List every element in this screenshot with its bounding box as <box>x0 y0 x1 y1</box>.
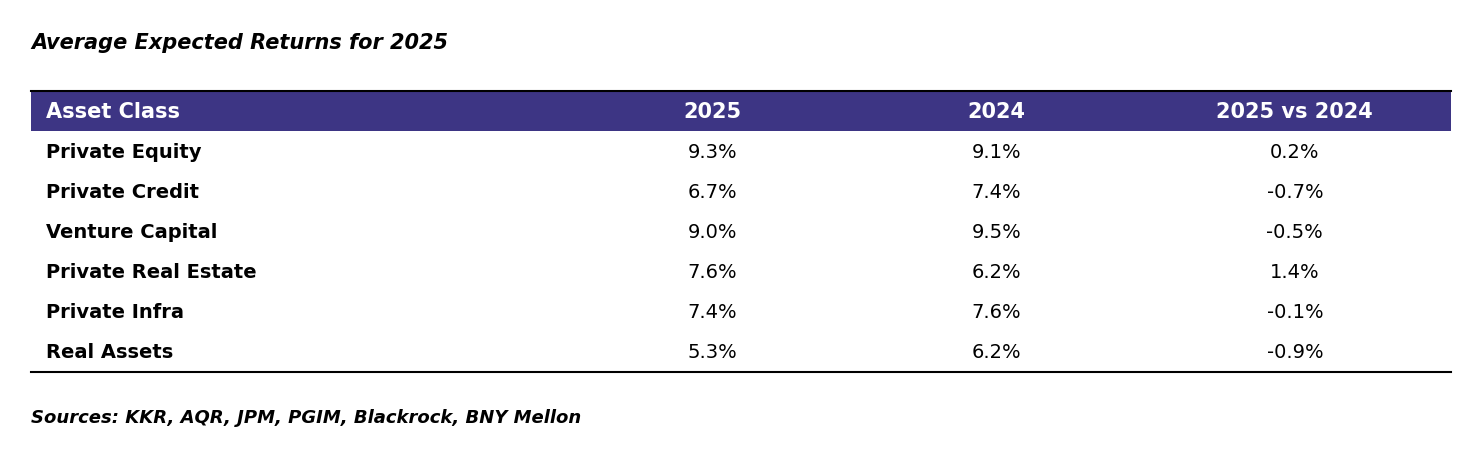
Text: Private Real Estate: Private Real Estate <box>46 263 256 282</box>
Text: Private Credit: Private Credit <box>46 182 199 202</box>
Text: 7.4%: 7.4% <box>972 182 1021 202</box>
Text: Private Infra: Private Infra <box>46 303 184 322</box>
FancyBboxPatch shape <box>31 212 1451 252</box>
Text: Venture Capital: Venture Capital <box>46 222 218 242</box>
Text: Private Equity: Private Equity <box>46 142 202 162</box>
FancyBboxPatch shape <box>31 92 1451 132</box>
Text: Asset Class: Asset Class <box>46 102 179 122</box>
FancyBboxPatch shape <box>31 252 1451 292</box>
FancyBboxPatch shape <box>31 172 1451 212</box>
Text: 9.5%: 9.5% <box>972 222 1021 242</box>
Text: Real Assets: Real Assets <box>46 343 173 362</box>
Text: 6.7%: 6.7% <box>688 182 738 202</box>
Text: -0.5%: -0.5% <box>1267 222 1323 242</box>
Text: 6.2%: 6.2% <box>972 263 1021 282</box>
FancyBboxPatch shape <box>31 132 1451 172</box>
FancyBboxPatch shape <box>31 332 1451 372</box>
Text: 2025: 2025 <box>683 102 741 122</box>
Text: 9.1%: 9.1% <box>972 142 1021 162</box>
Text: 0.2%: 0.2% <box>1270 142 1319 162</box>
Text: 2024: 2024 <box>968 102 1026 122</box>
Text: -0.9%: -0.9% <box>1267 343 1323 362</box>
Text: Sources: KKR, AQR, JPM, PGIM, Blackrock, BNY Mellon: Sources: KKR, AQR, JPM, PGIM, Blackrock,… <box>31 409 581 426</box>
Text: -0.7%: -0.7% <box>1267 182 1323 202</box>
Text: 7.4%: 7.4% <box>688 303 738 322</box>
Text: -0.1%: -0.1% <box>1267 303 1323 322</box>
Text: 2025 vs 2024: 2025 vs 2024 <box>1217 102 1374 122</box>
Text: 9.3%: 9.3% <box>688 142 738 162</box>
Text: 5.3%: 5.3% <box>688 343 738 362</box>
Text: 1.4%: 1.4% <box>1270 263 1319 282</box>
Text: 7.6%: 7.6% <box>972 303 1021 322</box>
FancyBboxPatch shape <box>31 292 1451 332</box>
Text: 6.2%: 6.2% <box>972 343 1021 362</box>
Text: Average Expected Returns for 2025: Average Expected Returns for 2025 <box>31 33 448 53</box>
Text: 9.0%: 9.0% <box>688 222 738 242</box>
Text: 7.6%: 7.6% <box>688 263 738 282</box>
